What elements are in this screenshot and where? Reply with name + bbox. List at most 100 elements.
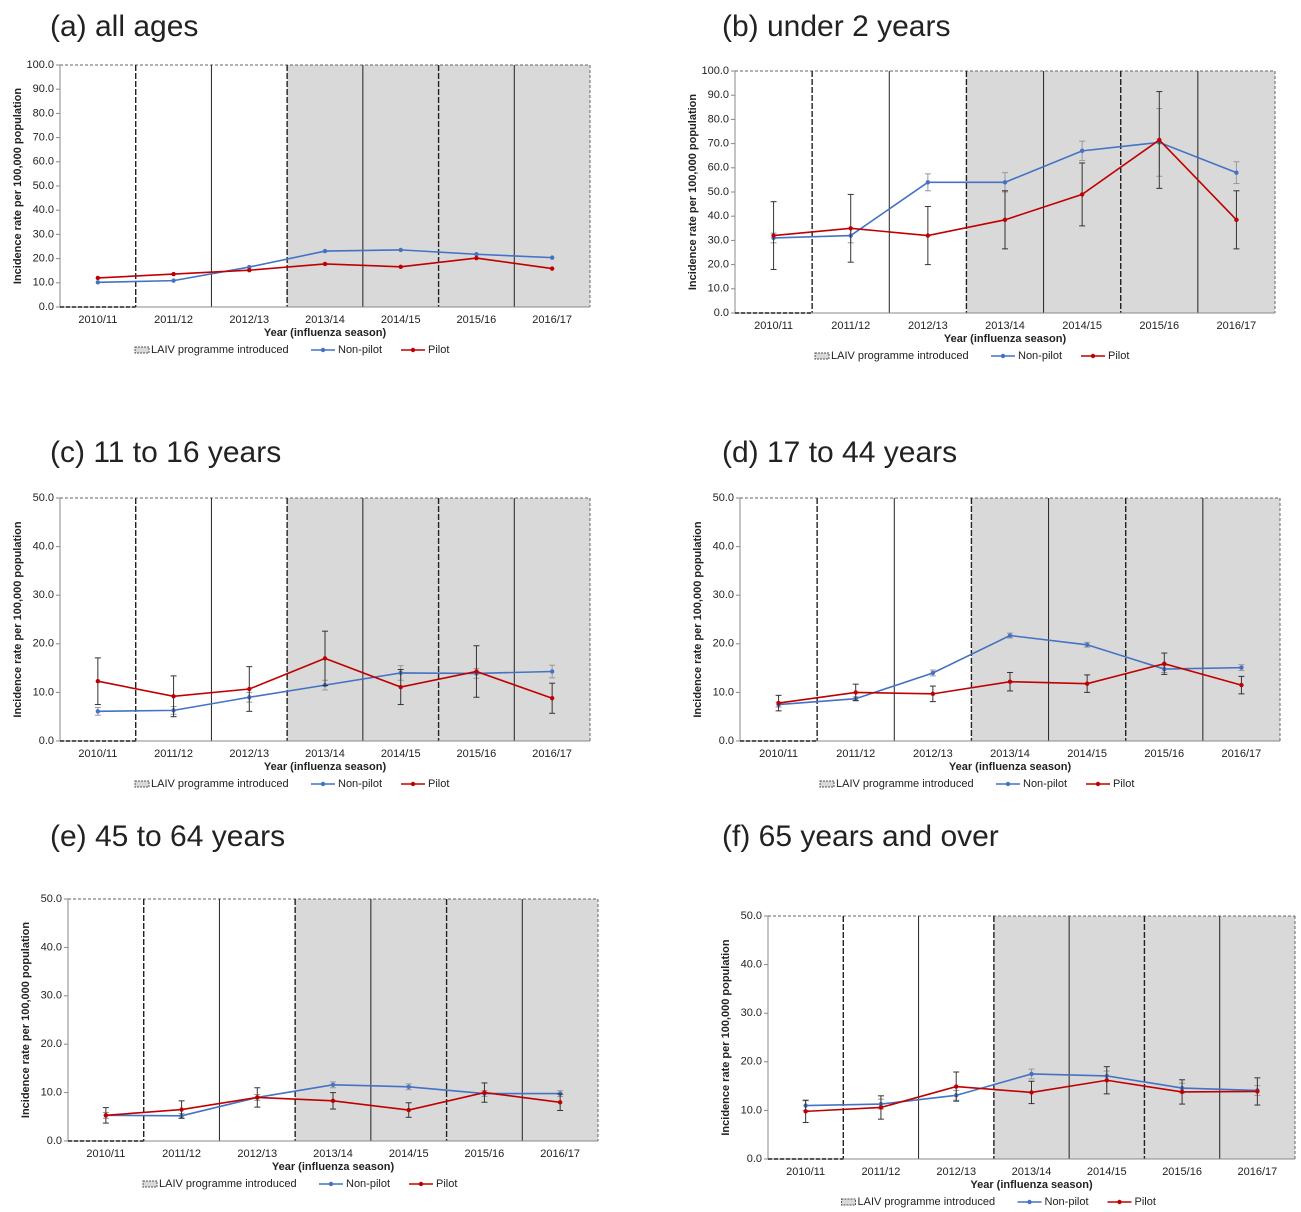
x-tick-label: 2016/17 — [1237, 1166, 1277, 1178]
point — [406, 1107, 411, 1113]
y-tick-label: 50.0 — [708, 186, 729, 198]
legend-marker — [320, 347, 326, 353]
x-axis-label: Year (influenza season) — [264, 761, 387, 773]
point — [1234, 170, 1239, 175]
y-tick-label: 0.0 — [39, 735, 54, 747]
y-axis-label: Incidence rate per 100,000 population — [12, 88, 24, 285]
y-tick-label: 10.0 — [33, 686, 54, 698]
legend-label: Non-pilot — [1045, 1196, 1089, 1208]
panel-title: (a) all ages — [50, 10, 198, 43]
y-tick-label: 60.0 — [708, 162, 729, 174]
point — [171, 271, 176, 277]
point — [771, 233, 776, 238]
y-tick-label: 20.0 — [741, 1056, 762, 1068]
point — [549, 669, 555, 674]
x-tick-label: 2013/14 — [990, 748, 1030, 760]
point — [322, 656, 328, 661]
point — [930, 670, 936, 676]
y-axis-label: Incidence rate per 100,000 population — [720, 939, 732, 1136]
point — [1157, 137, 1162, 143]
y-tick-label: 10.0 — [41, 1087, 62, 1099]
y-tick-label: 30.0 — [41, 990, 62, 1002]
y-tick-label: 50.0 — [741, 910, 762, 922]
x-tick-label: 2012/13 — [229, 748, 269, 760]
y-tick-label: 20.0 — [33, 638, 54, 650]
legend-label: Pilot — [1108, 350, 1129, 362]
y-tick-label: 10.0 — [33, 277, 54, 289]
point — [549, 255, 555, 260]
y-tick-label: 70.0 — [708, 138, 729, 150]
y-tick-label: 50.0 — [713, 492, 734, 504]
y-tick-label: 10.0 — [741, 1104, 762, 1116]
point — [1007, 679, 1013, 684]
x-axis-label: Year (influenza season) — [949, 761, 1072, 773]
point — [557, 1100, 563, 1105]
x-axis-label: Year (influenza season) — [272, 1161, 395, 1173]
point — [247, 268, 252, 273]
x-tick-label: 2014/15 — [1062, 320, 1102, 332]
y-tick-label: 90.0 — [33, 83, 54, 95]
y-tick-label: 0.0 — [39, 301, 54, 313]
x-tick-label: 2015/16 — [1144, 748, 1184, 760]
point — [406, 1084, 411, 1089]
point — [1239, 682, 1244, 688]
x-tick-label: 2012/13 — [237, 1148, 277, 1160]
panel-title: (b) under 2 years — [722, 10, 950, 43]
y-tick-label: 10.0 — [713, 686, 734, 698]
x-tick-label: 2014/15 — [389, 1148, 429, 1160]
y-tick-label: 20.0 — [33, 253, 54, 265]
point — [322, 248, 328, 254]
point — [398, 247, 403, 253]
x-tick-label: 2012/13 — [229, 314, 269, 326]
y-tick-label: 30.0 — [713, 589, 734, 601]
x-tick-label: 2016/17 — [1217, 320, 1257, 332]
x-tick-label: 2013/14 — [313, 1148, 353, 1160]
x-tick-label: 2014/15 — [1087, 1166, 1127, 1178]
legend-label: Non-pilot — [346, 1178, 390, 1190]
point — [1002, 217, 1008, 223]
legend-label: Pilot — [436, 1178, 457, 1190]
x-tick-label: 2013/14 — [1012, 1166, 1052, 1178]
y-tick-label: 0.0 — [747, 1153, 762, 1165]
point — [549, 696, 555, 701]
legend-label: Pilot — [428, 344, 449, 356]
y-tick-label: 30.0 — [741, 1007, 762, 1019]
point — [1179, 1089, 1185, 1095]
x-tick-label: 2010/11 — [78, 314, 117, 326]
x-tick-label: 2011/12 — [162, 1148, 201, 1160]
legend-swatch — [134, 346, 150, 354]
x-tick-label: 2010/11 — [786, 1166, 825, 1178]
x-tick-label: 2010/11 — [754, 320, 793, 332]
point — [853, 690, 858, 695]
x-tick-label: 2013/14 — [305, 748, 345, 760]
legend-marker — [418, 1181, 424, 1187]
x-tick-label: 2014/15 — [381, 314, 421, 326]
x-tick-label: 2015/16 — [1139, 320, 1179, 332]
point — [925, 233, 931, 238]
x-tick-label: 2012/13 — [913, 748, 953, 760]
y-tick-label: 50.0 — [33, 492, 54, 504]
legend-label: Non-pilot — [1018, 350, 1062, 362]
point — [103, 1113, 109, 1118]
y-tick-label: 20.0 — [713, 638, 734, 650]
y-tick-label: 30.0 — [33, 589, 54, 601]
y-tick-label: 30.0 — [708, 234, 729, 246]
x-tick-label: 2016/17 — [1222, 748, 1262, 760]
panel-title: (d) 17 to 44 years — [722, 436, 957, 469]
x-tick-label: 2010/11 — [86, 1148, 125, 1160]
x-axis-label: Year (influenza season) — [970, 1179, 1093, 1191]
legend-swatch — [814, 352, 830, 360]
legend-marker — [410, 347, 416, 353]
point — [1239, 665, 1244, 670]
point — [482, 1090, 487, 1095]
y-tick-label: 80.0 — [708, 113, 729, 125]
point — [474, 255, 479, 261]
y-tick-label: 0.0 — [47, 1135, 62, 1147]
point — [1079, 192, 1085, 197]
legend-marker — [1005, 781, 1011, 787]
point — [95, 709, 101, 714]
y-tick-label: 100.0 — [701, 65, 729, 77]
point — [322, 261, 328, 267]
x-tick-label: 2010/11 — [759, 748, 798, 760]
